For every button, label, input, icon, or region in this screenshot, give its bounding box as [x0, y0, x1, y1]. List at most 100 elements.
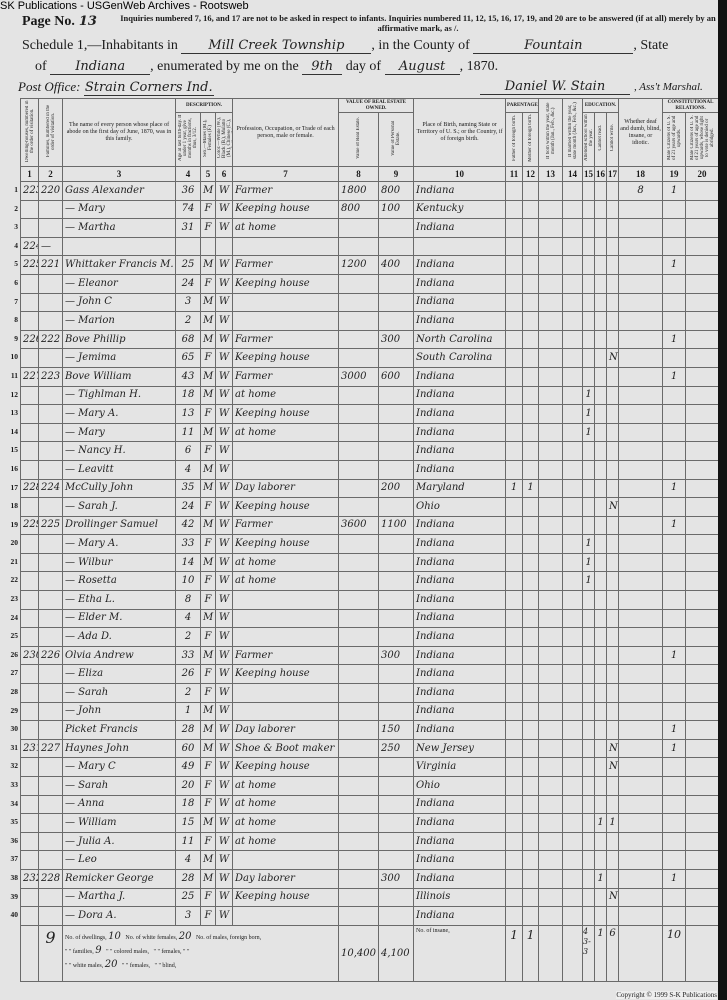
dwelling-number [20, 292, 39, 313]
birthplace: Indiana [413, 608, 507, 629]
age: 31 [175, 218, 201, 238]
born-within-year [538, 813, 564, 833]
cannot-read [594, 385, 608, 406]
personal-estate-value [378, 441, 415, 461]
birthplace: Indiana [413, 273, 507, 294]
column-header-5: Sex.—Males (M.), Females (F.) [200, 112, 216, 167]
footer-male-citizens: 10 [662, 924, 687, 982]
vote-denied [685, 366, 720, 387]
personal-estate-value [378, 218, 415, 238]
born-within-year [538, 683, 564, 703]
personal-estate-value [378, 404, 415, 424]
real-estate-value [338, 329, 380, 350]
real-estate-value [338, 738, 380, 759]
born-within-year [538, 738, 564, 759]
disability [618, 478, 664, 499]
dwelling-number: 225 [20, 255, 39, 275]
footer-col18 [618, 924, 664, 982]
mother-foreign [522, 683, 540, 703]
attended-school [582, 868, 596, 889]
color: W [214, 757, 234, 777]
birthplace: Indiana [413, 181, 507, 201]
personal-estate-value [378, 497, 415, 517]
row-number: 39 [10, 891, 19, 901]
born-within-year [538, 311, 564, 331]
age: 3 [175, 292, 201, 313]
cannot-write [606, 850, 620, 870]
row-number: 32 [10, 761, 19, 771]
birthplace: Indiana [413, 218, 507, 238]
real-estate-value [338, 590, 380, 610]
cannot-read [594, 608, 608, 629]
birthplace: Indiana [413, 627, 507, 647]
column-header-9: Value of Personal Estate. [378, 112, 415, 167]
married-within-year [562, 534, 584, 554]
mother-foreign [522, 850, 540, 870]
white-males-label: " " white males, [65, 962, 104, 969]
sex: F [200, 534, 216, 554]
age: 1 [175, 701, 201, 722]
age: 6 [175, 441, 201, 461]
birthplace: Indiana [413, 292, 507, 313]
family-number [38, 887, 63, 908]
township-field: Mill Creek Township [181, 38, 372, 54]
group-header-education: Education. [582, 98, 620, 113]
color: W [214, 181, 234, 201]
disability [618, 441, 664, 461]
occupation: Keeping house [232, 664, 340, 685]
person-name: — Martha [62, 218, 176, 238]
disability [618, 236, 664, 257]
disability [618, 645, 664, 666]
cannot-read [594, 552, 608, 573]
column-number: 14 [562, 166, 584, 182]
real-estate-value [338, 683, 380, 703]
real-estate-value [338, 404, 380, 424]
color: W [214, 664, 234, 685]
father-foreign [505, 329, 524, 350]
colored-females-label: " " females, [121, 962, 151, 969]
vote-denied [685, 497, 720, 517]
person-name: — Eleanor [62, 273, 176, 294]
father-foreign [505, 720, 524, 740]
cannot-read [594, 738, 608, 759]
personal-estate-value: 250 [378, 738, 415, 759]
table-row: 227223Bove William43MWFarmer3000600India… [20, 366, 720, 387]
occupation [232, 683, 340, 703]
disability [618, 348, 664, 368]
age: 4 [175, 459, 201, 480]
cannot-write [606, 366, 620, 387]
personal-estate-value: 150 [378, 720, 415, 740]
disability [618, 515, 664, 536]
cannot-write [606, 534, 620, 554]
dwelling-number [20, 627, 39, 647]
cannot-read [594, 497, 608, 517]
attended-school [582, 776, 596, 796]
table-row: 224— [20, 236, 720, 257]
cannot-write [606, 664, 620, 685]
cannot-read [594, 515, 608, 536]
born-within-year [538, 627, 564, 647]
day-of-label: day of [345, 59, 382, 74]
birthplace: Indiana [413, 404, 507, 424]
born-within-year [538, 181, 564, 201]
dwelling-number [20, 776, 39, 796]
cannot-read [594, 831, 608, 852]
real-estate-value [338, 906, 380, 926]
male-citizen [662, 701, 687, 722]
cannot-write [606, 683, 620, 703]
male-citizen: 1 [662, 181, 687, 201]
attended-school: 1 [582, 404, 596, 424]
person-name: McCully John [62, 478, 176, 499]
color: W [214, 534, 234, 554]
family-number [38, 292, 63, 313]
dwelling-number: 228 [20, 478, 39, 499]
family-number [38, 627, 63, 647]
married-within-year [562, 608, 584, 629]
person-name: — Tighlman H. [62, 385, 176, 406]
sex: F [200, 590, 216, 610]
birthplace: Ohio [413, 776, 507, 796]
born-within-year [538, 497, 564, 517]
